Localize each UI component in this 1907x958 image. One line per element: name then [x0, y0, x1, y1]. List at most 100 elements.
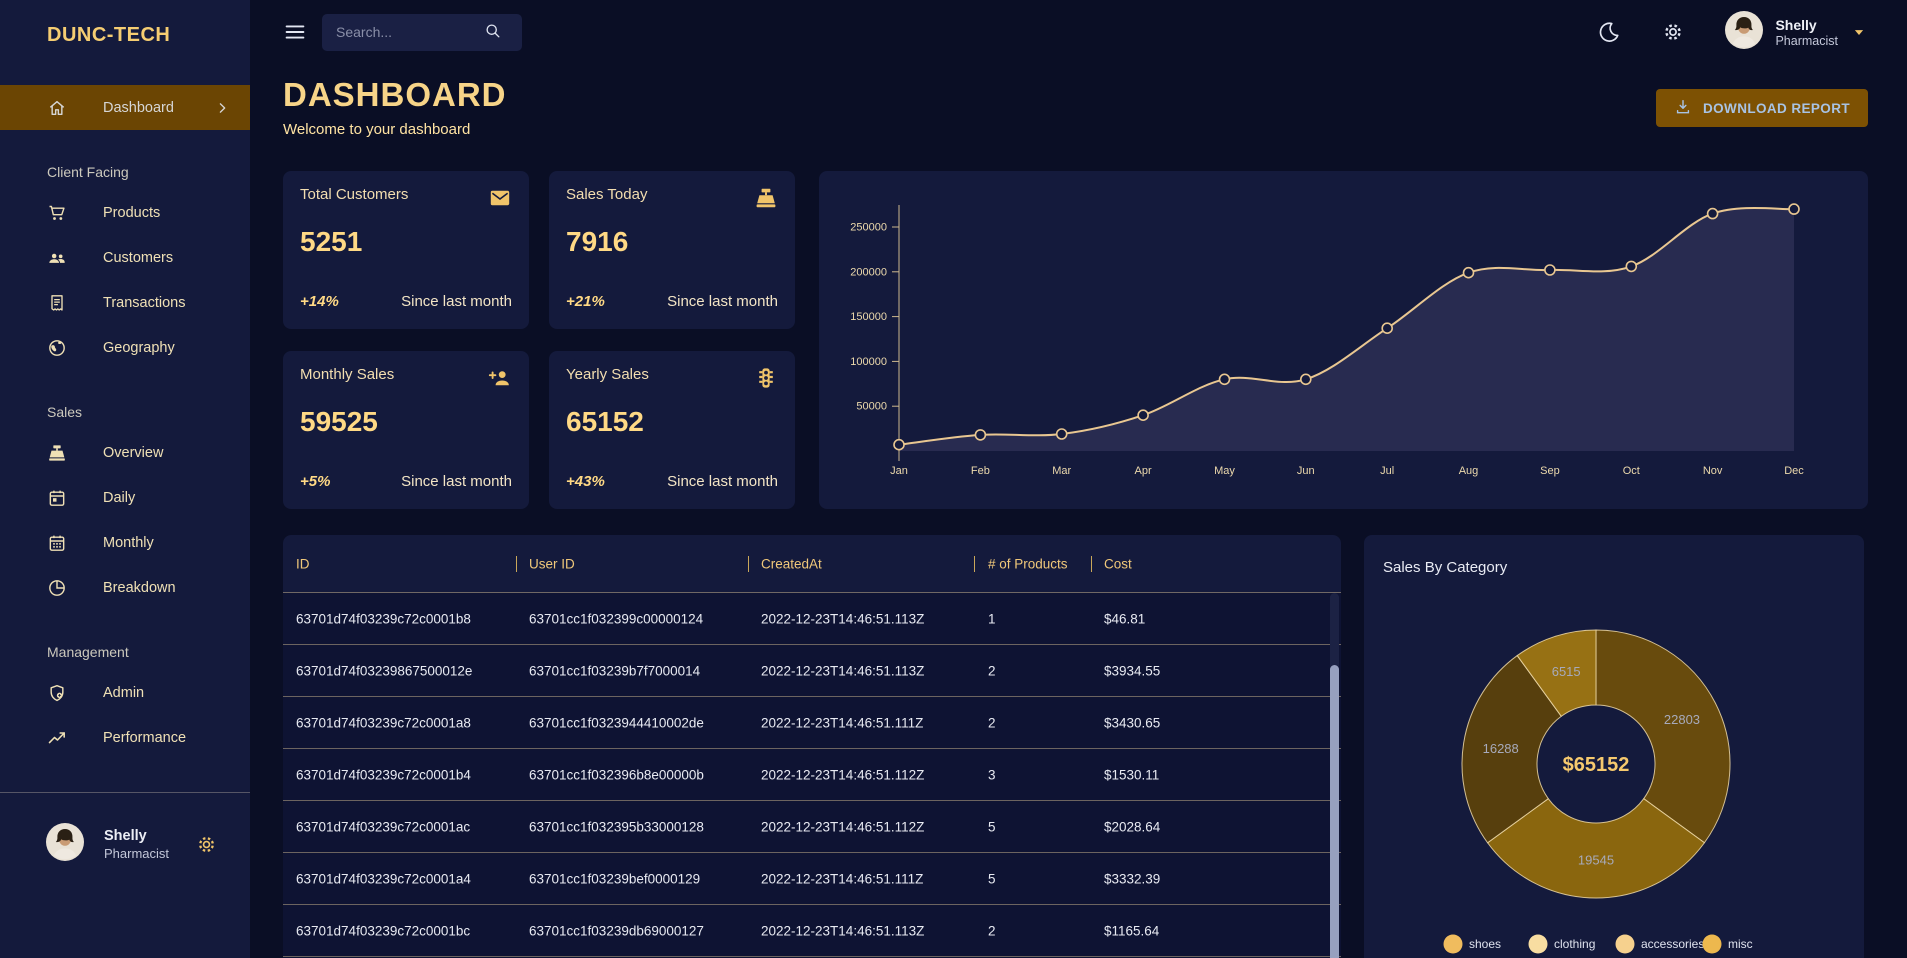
- sidebar-item-label: Customers: [103, 249, 174, 266]
- x-tick-label: Jan: [890, 465, 908, 477]
- column-header-3[interactable]: # of Products: [988, 556, 1068, 571]
- sidebar-item-overview[interactable]: Overview: [0, 430, 250, 475]
- topbar: Shelly Pharmacist: [283, 10, 1868, 54]
- sidebar-item-label: Daily: [103, 489, 136, 506]
- search-input[interactable]: [322, 24, 474, 40]
- topbar-user-role: Pharmacist: [1775, 33, 1838, 48]
- line-chart-point: [974, 429, 987, 441]
- sidebar-item-label: Products: [103, 204, 161, 221]
- sidebar-item-performance[interactable]: Performance: [0, 715, 250, 760]
- table-cell: $3934.55: [1104, 663, 1161, 678]
- stat-card-caption: Since last month: [667, 293, 778, 310]
- stat-card-caption: Since last month: [401, 473, 512, 490]
- x-tick-label: Feb: [971, 465, 990, 477]
- stat-card-value: 59525: [300, 406, 378, 437]
- download-icon: [1676, 99, 1690, 113]
- table-cell: 63701d74f03239c72c0001a4: [296, 871, 471, 886]
- sidebar-item-label: Monthly: [103, 534, 154, 551]
- sidebar-settings-button[interactable]: [195, 833, 218, 856]
- legend-label-misc: misc: [1728, 937, 1753, 951]
- nav-section-label: Management: [47, 644, 129, 660]
- table-cell: 2022-12-23T14:46:51.113Z: [761, 611, 925, 626]
- dark-mode-button[interactable]: [1597, 20, 1621, 44]
- main-area: Shelly Pharmacist DASHBOARD Welcome to y…: [250, 0, 1907, 958]
- sidebar-item-daily[interactable]: Daily: [0, 475, 250, 520]
- sidebar-item-admin[interactable]: Admin: [0, 670, 250, 715]
- sidebar-item-customers[interactable]: Customers: [0, 235, 250, 280]
- y-tick-label: 250000: [850, 222, 887, 234]
- donut-slice-value: 16288: [1483, 741, 1519, 756]
- table-row[interactable]: 63701d74f03239c72c0001ac 63701cc1f032395b…: [283, 801, 1341, 853]
- sidebar-item-label: Performance: [103, 729, 187, 746]
- avatar: [1725, 10, 1764, 49]
- column-header-0[interactable]: ID: [296, 556, 310, 571]
- column-header-2[interactable]: CreatedAt: [761, 556, 822, 571]
- caret-down-icon: [1854, 30, 1864, 35]
- x-tick-label: Aug: [1459, 465, 1479, 477]
- table-cell: $3332.39: [1104, 871, 1161, 886]
- donut-slice-shoes: [1595, 629, 1731, 844]
- table-cell: 63701d74f03239c72c0001a8: [296, 715, 471, 730]
- stat-card-delta: +5%: [300, 473, 331, 490]
- table-cell: 63701d74f03239c72c0001ac: [296, 819, 471, 834]
- table-row[interactable]: 63701d74f03239c72c0001a4 63701cc1f03239be…: [283, 853, 1341, 905]
- x-tick-label: Jul: [1380, 465, 1394, 477]
- column-header-4[interactable]: Cost: [1104, 556, 1132, 571]
- table-cell: 2022-12-23T14:46:51.111Z: [761, 871, 924, 886]
- line-chart-point: [1299, 373, 1312, 386]
- sidebar-item-label: Admin: [103, 684, 145, 701]
- gear-icon: [199, 837, 214, 852]
- sidebar-item-label: Dashboard: [103, 99, 174, 116]
- register-icon: [756, 188, 776, 208]
- sidebar-item-monthly[interactable]: Monthly: [0, 520, 250, 565]
- y-tick-label: 150000: [850, 311, 887, 323]
- pie-icon: [49, 579, 65, 596]
- table-row[interactable]: 63701d74f03239c72c0001b4 63701cc1f032396b…: [283, 749, 1341, 801]
- table-row[interactable]: 63701d74f03239c72c0001b8 63701cc1f032399c…: [283, 593, 1341, 645]
- download-report-button[interactable]: DOWNLOAD REPORT: [1656, 89, 1868, 127]
- table-row[interactable]: 63701d74f03239c72c0001a8 63701cc1f0323944…: [283, 697, 1341, 749]
- legend-dot-clothing: [1528, 934, 1548, 954]
- person-add-icon: [488, 371, 509, 386]
- sidebar-item-breakdown[interactable]: Breakdown: [0, 565, 250, 610]
- x-tick-label: Jun: [1297, 465, 1315, 477]
- line-chart-point: [1055, 428, 1068, 440]
- table-row[interactable]: 63701d74f03239c72c0001bc 63701cc1f03239db…: [283, 905, 1341, 957]
- topbar-avatar: [1725, 10, 1764, 54]
- table-cell: 2022-12-23T14:46:51.111Z: [761, 715, 924, 730]
- sidebar-user-name: Shelly: [104, 828, 147, 844]
- table-scrollbar-thumb[interactable]: [1330, 665, 1339, 958]
- home-icon: [49, 100, 65, 115]
- users-icon: [49, 253, 65, 263]
- sidebar-item-transactions[interactable]: Transactions: [0, 280, 250, 325]
- pie-chart-title: Sales By Category: [1383, 559, 1508, 576]
- trend-icon: [48, 731, 65, 743]
- sidebar-item-products[interactable]: Products: [0, 190, 250, 235]
- table-scrollbar[interactable]: [1330, 593, 1339, 958]
- menu-button[interactable]: [283, 20, 307, 44]
- column-header-1[interactable]: User ID: [529, 556, 575, 571]
- settings-button[interactable]: [1661, 20, 1685, 44]
- sidebar-item-dashboard[interactable]: Dashboard: [0, 85, 250, 130]
- menu-icon: [285, 25, 305, 39]
- donut-slice-value: 19545: [1578, 853, 1614, 868]
- sidebar-item-label: Breakdown: [103, 579, 176, 596]
- register-icon: [49, 444, 65, 461]
- page-subtitle: Welcome to your dashboard: [283, 121, 471, 138]
- table-cell: 2: [988, 715, 996, 730]
- table-body: 63701d74f03239c72c0001b8 63701cc1f032399c…: [283, 593, 1341, 958]
- search-button[interactable]: [474, 21, 510, 43]
- stat-card-title: Monthly Sales: [300, 366, 395, 383]
- stat-card-delta: +21%: [566, 293, 605, 310]
- sidebar-item-geography[interactable]: Geography: [0, 325, 250, 370]
- x-tick-label: Oct: [1623, 465, 1640, 477]
- table-cell: 63701cc1f032396b8e00000b: [529, 767, 704, 782]
- donut-center-label: $65152: [1563, 754, 1630, 776]
- table-row[interactable]: 63701d74f03239867500012e 63701cc1f03239b7…: [283, 645, 1341, 697]
- stat-card-value: 5251: [300, 226, 363, 257]
- transactions-table-card: ID User ID CreatedAt # of Products Cost 6370…: [283, 535, 1341, 958]
- stat-card-caption: Since last month: [401, 293, 512, 310]
- user-menu[interactable]: Shelly Pharmacist: [1725, 10, 1868, 54]
- table-cell: 63701cc1f03239b7f7000014: [529, 663, 701, 678]
